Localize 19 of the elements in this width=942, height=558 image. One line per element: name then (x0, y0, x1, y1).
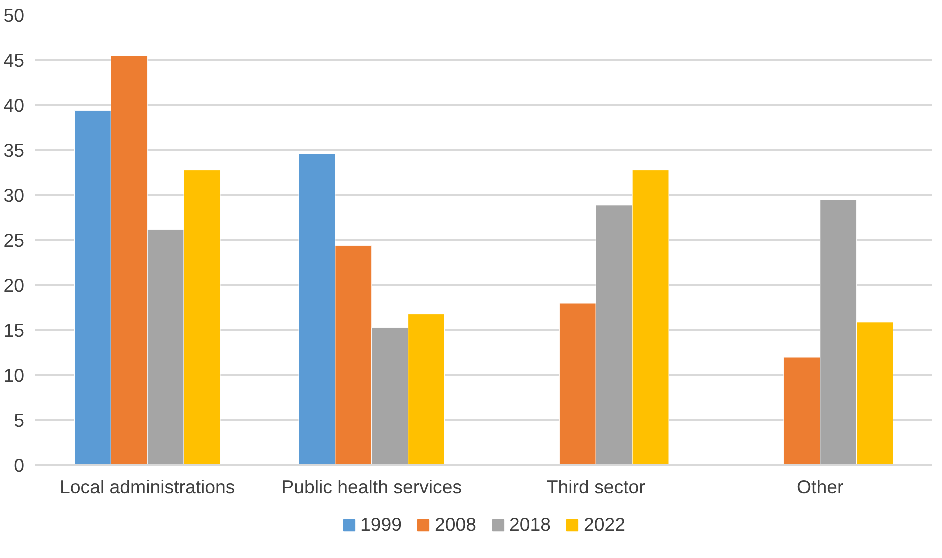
legend-label: 2008 (434, 514, 476, 536)
y-tick-label: 40 (4, 95, 25, 116)
x-tick-label: Public health services (282, 476, 462, 498)
legend-label: 1999 (360, 514, 402, 536)
y-tick-label: 20 (4, 275, 25, 296)
y-tick-label: 10 (4, 365, 25, 386)
y-tick-label: 25 (4, 230, 25, 251)
y-tick-label: 0 (14, 455, 25, 476)
y-tick-label: 5 (14, 410, 25, 431)
y-tick-label: 15 (4, 320, 25, 341)
y-tick-label: 35 (4, 140, 25, 161)
x-tick-label: Third sector (546, 476, 646, 498)
legend-label: 2022 (584, 514, 626, 536)
y-tick-label: 45 (4, 50, 25, 71)
legend-label: 2018 (510, 514, 552, 536)
y-tick-label: 50 (4, 5, 25, 26)
y-tick-label: 30 (4, 185, 25, 206)
x-tick-label: Local administrations (60, 476, 236, 498)
x-tick-label: Other (797, 476, 844, 498)
